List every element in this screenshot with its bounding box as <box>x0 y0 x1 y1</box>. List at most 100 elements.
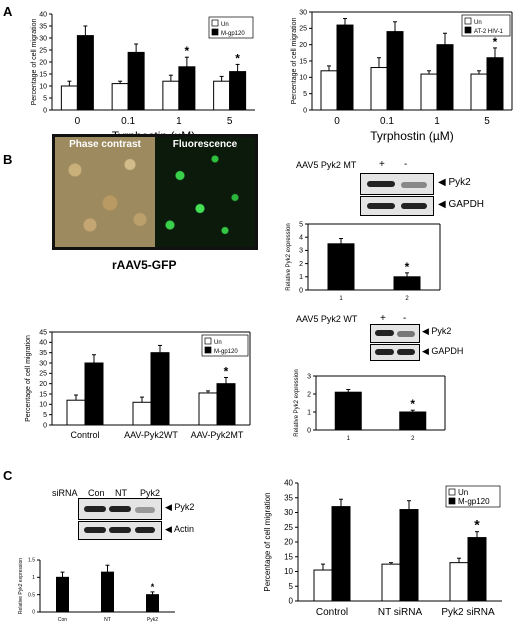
y-tick-label: 0 <box>299 287 303 294</box>
fluorescence-label: Fluorescence <box>172 139 238 150</box>
blot-b1-lane-plus: + <box>379 159 385 170</box>
bar <box>334 391 362 431</box>
significance-star: * <box>235 51 240 65</box>
y-tick-label: 35 <box>39 23 47 30</box>
bar <box>60 85 78 111</box>
y-tick-label: 15 <box>284 552 293 561</box>
bar <box>336 24 354 111</box>
significance-star: * <box>151 582 155 592</box>
legend-label: M-gp120 <box>221 31 245 37</box>
blot-b2-pyk2-label: ◀ Pyk2 <box>422 326 452 336</box>
blot-b1-row-label: AAV5 Pyk2 MT <box>296 160 357 170</box>
legend-swatch <box>204 337 212 345</box>
chart-pyk2-expression-mt: 0 1 2 3 4 5 Relative Pyk2 expression 1 * 2 <box>286 221 441 302</box>
blot-b2-gapdh-label: ◀ GAPDH <box>422 346 464 356</box>
panel-letter-b: B <box>3 152 13 167</box>
x-tick-label: 1 <box>176 116 182 127</box>
microscopy-panel: Phase contrast Fluorescence <box>52 134 258 250</box>
y-tick-label: 5 <box>289 582 294 591</box>
bar <box>146 594 159 613</box>
y-tick-label: 30 <box>284 508 293 517</box>
x-tick-label: 5 <box>227 116 233 127</box>
legend: Un AT-2 HIV-1 <box>461 14 511 37</box>
y-tick-label: 5 <box>303 91 307 98</box>
blot-b1-gapdh-label: ◀ GAPDH <box>438 199 485 210</box>
y-tick-label: 20 <box>284 538 293 547</box>
bar <box>386 31 404 111</box>
y-tick-label: 40 <box>39 11 47 18</box>
y-tick-label: 1 <box>299 274 303 281</box>
bar <box>381 563 401 602</box>
x-tick-label: 1 <box>434 116 440 127</box>
y-tick-label: 0 <box>303 107 307 114</box>
significance-star: * <box>224 364 229 378</box>
x-axis-label: Tyrphostin (µM) <box>370 129 454 143</box>
y-tick-label: 0 <box>307 427 311 434</box>
bar <box>399 509 419 602</box>
y-tick-label: 2 <box>299 261 303 268</box>
x-tick-label: NT <box>104 617 111 623</box>
y-tick-label: 25 <box>39 371 47 378</box>
y-tick-label: 15 <box>299 58 307 65</box>
bar <box>327 243 355 291</box>
y-tick-label: 40 <box>284 479 293 488</box>
bar <box>162 80 180 111</box>
y-tick-label: 20 <box>299 42 307 49</box>
y-tick-label: 0 <box>43 107 47 114</box>
y-axis-label: Percentage of cell migration <box>31 19 38 106</box>
y-axis-label: Percentage of cell migration <box>263 492 272 591</box>
bar <box>178 66 196 111</box>
legend-box <box>201 334 249 357</box>
legend: Un M-gp120 <box>208 16 254 39</box>
bar <box>132 401 152 426</box>
y-tick-label: 0 <box>289 597 294 606</box>
legend-label: Un <box>221 22 229 28</box>
legend-swatch <box>204 346 212 354</box>
bar <box>198 392 218 426</box>
bar <box>101 571 114 613</box>
legend-label: M-gp120 <box>458 497 490 506</box>
legend-swatch <box>448 497 456 505</box>
bar <box>331 506 351 602</box>
legend-swatch <box>464 26 472 34</box>
bar <box>393 276 421 291</box>
bar <box>66 399 86 426</box>
chart-pyk2-expression-wt: 0 1 2 3 Relative Pyk2 expression 1 * 2 <box>294 369 446 442</box>
x-tick-label: 0 <box>334 116 340 127</box>
y-tick-label: 15 <box>39 391 47 398</box>
phase-contrast-image: Phase contrast <box>55 137 155 247</box>
bar <box>436 44 454 111</box>
fluorescence-image: Fluorescence <box>155 137 255 247</box>
phase-contrast-label: Phase contrast <box>69 139 141 150</box>
significance-star: * <box>474 517 480 533</box>
blot-c-actin-band <box>78 521 162 540</box>
y-tick-label: 25 <box>284 523 293 532</box>
y-tick-label: 25 <box>39 47 47 54</box>
y-tick-label: 0 <box>43 422 47 429</box>
blot-c-lane-pyk2: Pyk2 <box>140 488 161 498</box>
y-tick-label: 10 <box>39 83 47 90</box>
legend-label: Un <box>214 340 222 346</box>
blot-c-lane-nt: NT <box>115 488 127 498</box>
y-tick-label: 35 <box>284 493 293 502</box>
y-tick-label: 10 <box>299 75 307 82</box>
x-tick-label: Pyk2 siRNA <box>441 607 495 618</box>
x-tick-label: AAV-Pyk2MT <box>191 430 244 440</box>
y-tick-label: 15 <box>39 71 47 78</box>
blot-b2-pyk2-band <box>370 324 420 343</box>
y-tick-label: 4 <box>299 235 303 242</box>
x-tick-label: Con <box>58 617 67 623</box>
blot-b2-row-label: AAV5 Pyk2 WT <box>296 314 358 324</box>
significance-star: * <box>410 397 415 411</box>
y-axis-label: Relative Pyk2 expression <box>294 369 300 436</box>
bar <box>84 362 104 426</box>
legend-label: M-gp120 <box>214 349 238 355</box>
legend-box <box>461 14 511 37</box>
y-axis-label: Relative Pyk2 expression <box>286 223 292 290</box>
blot-c-row-label: siRNA <box>52 488 78 498</box>
bar <box>76 35 94 111</box>
y-tick-label: 30 <box>39 360 47 367</box>
legend-label: AT-2 HIV-1 <box>474 29 504 35</box>
y-axis-label: Percentage of cell migration <box>291 18 298 105</box>
y-tick-label: 10 <box>39 402 47 409</box>
